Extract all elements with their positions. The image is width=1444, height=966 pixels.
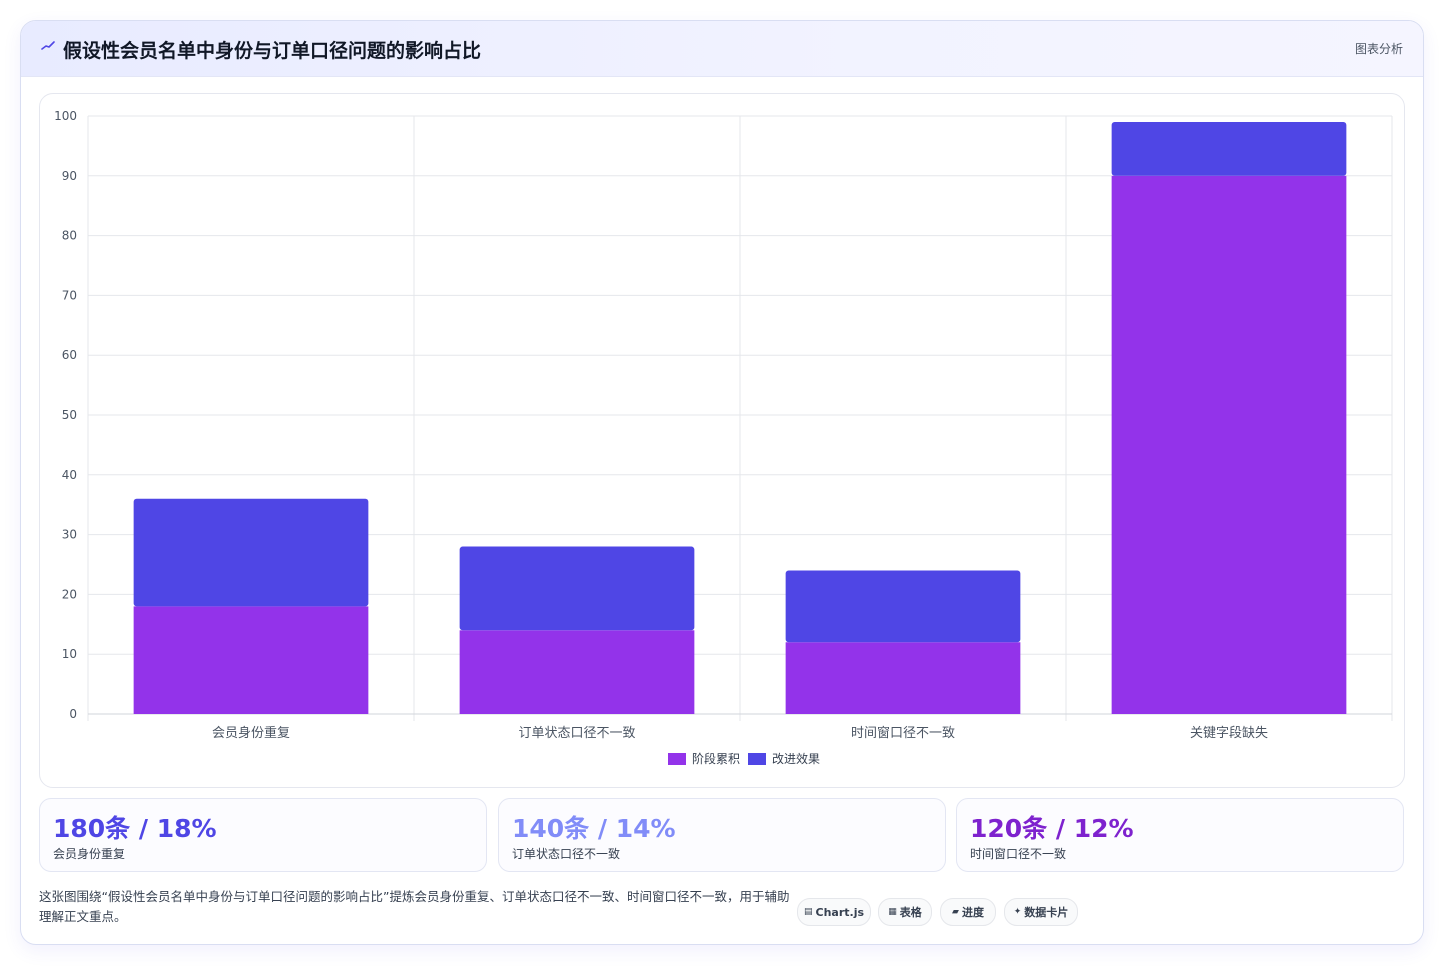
- x-tick-label: 关键字段缺失: [1190, 726, 1268, 741]
- sparkline-icon: [41, 41, 55, 50]
- y-tick-label: 70: [62, 288, 77, 302]
- sparkle-icon: ✦: [1013, 907, 1022, 917]
- y-tick-label: 30: [62, 528, 77, 542]
- pill-data-card[interactable]: ✦ 数据卡片: [1004, 898, 1078, 926]
- chart-title: 假设性会员名单中身份与订单口径问题的影响占比: [63, 40, 482, 62]
- pill-label: 表格: [899, 906, 922, 919]
- pill-table[interactable]: ▦ 表格: [878, 898, 932, 926]
- pill-chartjs[interactable]: ▤ Chart.js: [797, 898, 871, 926]
- pill-label: 进度: [961, 906, 984, 919]
- card-header: 假设性会员名单中身份与订单口径问题的影响占比 图表分析: [21, 21, 1423, 77]
- y-tick-label: 80: [62, 229, 77, 243]
- bar-segment: [785, 642, 1021, 714]
- chart-card: 假设性会员名单中身份与订单口径问题的影响占比 图表分析 0 10 20 30 40 50 6…: [20, 20, 1424, 945]
- pill-label: Chart.js: [815, 905, 865, 919]
- y-tick-label: 40: [62, 468, 77, 482]
- stat-card-order-status: 140条 / 14% 订单状态口径不一致: [498, 798, 946, 872]
- chart-container: 0 10 20 30 40 50 60 70 80 90 100 会员身份重复 订单状态口径不一致 时间窗…: [39, 93, 1405, 788]
- x-tick-label: 会员身份重复: [212, 725, 290, 741]
- pill-label: 数据卡片: [1024, 906, 1069, 919]
- y-tick-label: 10: [62, 647, 77, 661]
- stat-card-time-window: 120条 / 12% 时间窗口径不一致: [956, 798, 1404, 872]
- y-tick-label: 20: [62, 587, 77, 601]
- y-tick-label: 50: [62, 408, 77, 422]
- y-tick-label: 60: [62, 348, 77, 362]
- stat-label: 会员身份重复: [53, 847, 126, 861]
- bar-segment: [133, 606, 369, 714]
- stat-label: 时间窗口径不一致: [970, 847, 1067, 861]
- y-tick-label: 90: [62, 169, 77, 183]
- legend-swatch: [668, 753, 686, 765]
- bar-segment: [459, 546, 695, 631]
- x-tick-label: 订单状态口径不一致: [518, 726, 635, 741]
- stat-label: 订单状态口径不一致: [512, 847, 621, 861]
- stat-card-member-duplicate: 180条 / 18% 会员身份重复: [39, 798, 487, 872]
- chart-icon: ▤: [803, 907, 813, 917]
- stat-value: 180条 / 18%: [53, 814, 217, 843]
- x-tick-label: 时间窗口径不一致: [851, 725, 955, 741]
- chart-analysis-tag: 图表分析: [1354, 42, 1403, 56]
- bar-segment: [1111, 121, 1347, 176]
- stat-value: 120条 / 12%: [970, 814, 1134, 843]
- y-tick-label: 100: [54, 109, 77, 123]
- legend-swatch: [748, 753, 766, 765]
- pill-progress[interactable]: ▰ 进度: [940, 898, 996, 926]
- progress-icon: ▰: [952, 907, 959, 917]
- bar-segment: [459, 630, 695, 714]
- bar-segment: [785, 570, 1021, 643]
- table-icon: ▦: [888, 907, 897, 917]
- legend-label: 改进效果: [772, 751, 820, 766]
- bar-segment: [133, 498, 369, 607]
- y-tick-label: 0: [69, 707, 77, 721]
- stat-value: 140条 / 14%: [512, 814, 676, 843]
- chart-description: 这张图围绕“假设性会员名单中身份与订单口径问题的影响占比”提炼会员身份重复、订单…: [39, 889, 790, 924]
- legend-label: 阶段累积: [692, 751, 740, 766]
- stacked-bar-chart: 0 10 20 30 40 50 60 70 80 90 100 会员身份重复 订单状态口径不一致 时间窗…: [54, 109, 1393, 766]
- bar-segment: [1111, 175, 1347, 715]
